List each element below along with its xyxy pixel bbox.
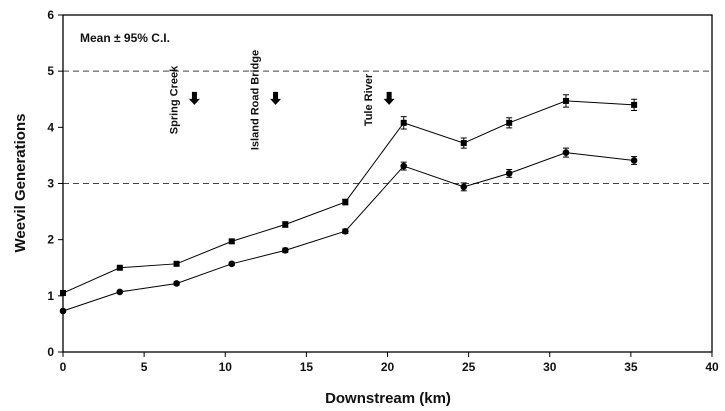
y-tick-label: 0 (47, 345, 54, 359)
x-tick-label: 25 (462, 360, 476, 374)
y-axis-title: Weevil Generations (12, 114, 29, 253)
data-point (281, 247, 289, 254)
data-point (228, 238, 235, 245)
y-tick-label: 4 (47, 120, 54, 134)
data-point (562, 149, 570, 156)
data-point (173, 260, 180, 267)
x-tick-label: 30 (543, 360, 557, 374)
annotation-label: Island Road Bridge (250, 50, 262, 150)
legend-text: Mean ± 95% C.I. (80, 31, 170, 45)
data-point (631, 101, 638, 108)
y-tick-label: 5 (47, 64, 54, 78)
data-point (116, 288, 124, 296)
data-point (505, 170, 513, 177)
y-tick-label: 3 (47, 177, 54, 191)
x-tick-label: 5 (141, 360, 148, 374)
annotation: Island Road Bridge (250, 50, 282, 150)
data-point (60, 290, 66, 297)
data-point (630, 157, 638, 164)
axes: 0 5 10 15 20 25 30 35 40 0 1 2 3 4 5 6 (47, 8, 719, 374)
series-1 (60, 94, 638, 297)
x-tick-label: 40 (705, 360, 719, 374)
data-point (59, 307, 67, 315)
x-tick-label: 20 (381, 360, 395, 374)
annotation: Tule River (363, 73, 395, 126)
annotation-label: Spring Creek (168, 65, 180, 134)
y-tick-label: 6 (47, 8, 54, 22)
down-arrow-icon (270, 91, 282, 105)
x-axis-title: Downstream (km) (325, 390, 451, 407)
y-tick-label: 2 (47, 233, 54, 247)
data-point (116, 264, 123, 271)
x-tick-label: 15 (300, 360, 314, 374)
data-point (460, 183, 468, 191)
series-layer (59, 94, 638, 315)
data-point (460, 140, 467, 147)
x-tick-label: 10 (219, 360, 233, 374)
annotation: Spring Creek (168, 65, 200, 134)
x-tick-label: 35 (624, 360, 638, 374)
data-point (228, 260, 236, 268)
annotations: Spring Creek Island Road Bridge Tule River (168, 50, 395, 150)
data-point (506, 119, 513, 126)
y-tick-label: 1 (47, 289, 54, 303)
data-point (400, 162, 408, 170)
x-tick-label: 0 (60, 360, 67, 374)
data-point (400, 119, 407, 126)
data-point (342, 199, 349, 206)
down-arrow-icon (188, 91, 200, 105)
down-arrow-icon (383, 91, 395, 105)
data-point (562, 97, 569, 104)
data-point (282, 221, 289, 228)
annotation-label: Tule River (363, 73, 375, 126)
data-point (342, 227, 349, 235)
data-point (173, 280, 180, 287)
series-2 (59, 147, 638, 315)
